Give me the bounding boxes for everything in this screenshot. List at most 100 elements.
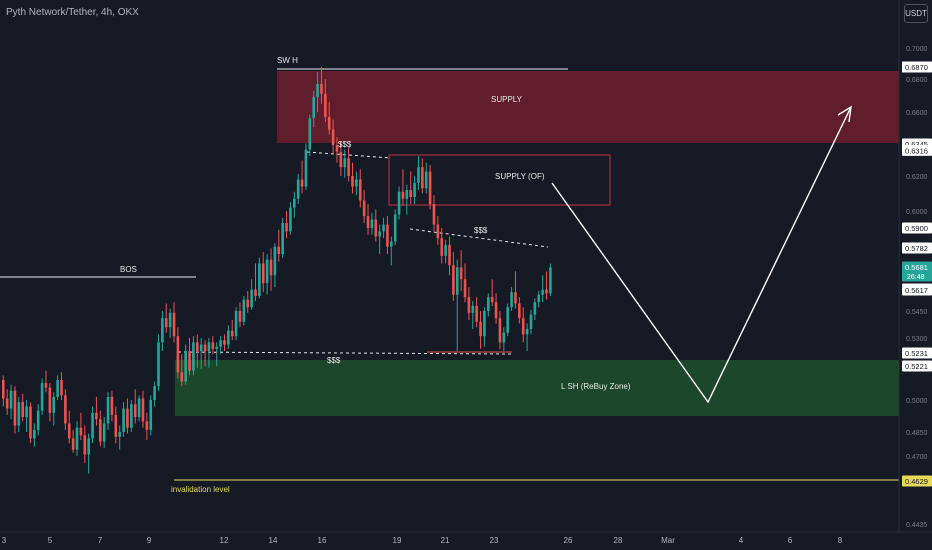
candle	[351, 162, 354, 194]
candle-body	[87, 438, 90, 455]
candle-body	[545, 289, 548, 294]
candle	[327, 102, 331, 135]
candle	[161, 311, 164, 352]
candle	[390, 236, 393, 266]
candle-body	[17, 402, 21, 426]
candle	[405, 184, 409, 215]
candle	[397, 186, 401, 220]
candle	[153, 381, 156, 407]
candle	[316, 72, 319, 112]
candle-body	[335, 145, 339, 152]
candle-body	[378, 231, 381, 237]
time-axis[interactable]: 3 5 7 9 12 14 16 19 21 23 26 28 Mar 4 6 8	[2, 536, 843, 545]
candle	[44, 370, 48, 393]
price-badge-bg	[902, 222, 932, 234]
price-badge: 0.6870	[902, 61, 932, 73]
candle-body	[296, 179, 300, 199]
candle	[17, 396, 21, 432]
candle	[521, 307, 525, 343]
candles-layer	[2, 67, 552, 474]
candle	[13, 386, 17, 434]
candle	[184, 344, 187, 385]
candle-body	[483, 311, 486, 337]
candle	[126, 398, 129, 434]
rebuy-zone[interactable]	[175, 360, 899, 416]
candle	[269, 248, 273, 291]
price-badge-value: 0.5221	[905, 362, 928, 371]
candle	[444, 239, 447, 264]
candle-body	[126, 408, 129, 428]
candle	[355, 171, 358, 196]
candle	[172, 302, 176, 343]
candle	[223, 334, 226, 352]
candle-body	[71, 438, 75, 450]
candle	[64, 389, 67, 430]
candle	[25, 400, 28, 432]
candle	[525, 323, 529, 352]
candle-body	[261, 263, 265, 284]
supply-of-label: SUPPLY (OF)	[495, 172, 545, 181]
candle-body	[48, 387, 52, 413]
candle-body	[432, 204, 436, 225]
candle-body	[549, 267, 552, 294]
candle-body	[157, 342, 160, 387]
candle-body	[29, 406, 32, 439]
candle	[421, 158, 424, 194]
currency-button[interactable]: USDT	[904, 4, 928, 23]
price-badge: 0.4629	[902, 475, 932, 487]
candle	[541, 275, 544, 303]
candle-body	[417, 167, 420, 183]
candle	[549, 263, 552, 296]
time-tick-label: 19	[393, 536, 402, 545]
candle-body	[188, 351, 191, 371]
candle-body	[75, 427, 79, 450]
liquidity-label-top-2: $$$	[474, 226, 488, 235]
supply-of-zone[interactable]	[388, 154, 611, 206]
candle	[432, 195, 436, 232]
candle	[21, 393, 24, 422]
candle	[502, 327, 506, 352]
liquidity-bottom-line[interactable]	[177, 351, 513, 355]
price-badge-bg	[902, 61, 932, 73]
candle	[106, 392, 110, 430]
candle-body	[250, 289, 253, 308]
candle	[518, 297, 521, 324]
candle	[471, 300, 475, 329]
price-badge-value: 0.5617	[905, 286, 928, 295]
candle	[362, 190, 366, 223]
candle-body	[145, 421, 149, 430]
candle	[246, 290, 250, 313]
candle	[137, 395, 141, 422]
candle-body	[518, 303, 521, 319]
candle-body	[273, 246, 277, 276]
time-tick-label: 4	[739, 536, 744, 545]
candle	[417, 156, 420, 190]
candle	[293, 191, 296, 218]
time-tick-label: 8	[838, 536, 843, 545]
candle	[428, 164, 432, 210]
candle-body	[246, 299, 250, 308]
price-badge: 0.5221	[902, 360, 932, 372]
liquidity-top-line-2[interactable]	[409, 228, 549, 248]
candle-body	[366, 216, 370, 228]
price-badge: 0.5782	[902, 242, 932, 254]
candle-body	[9, 390, 13, 409]
projection-path[interactable]	[551, 106, 852, 404]
candle	[424, 162, 428, 194]
candle	[514, 271, 517, 309]
candle	[312, 90, 315, 128]
candle	[300, 160, 304, 194]
supply-zone[interactable]	[277, 71, 899, 143]
swing-high-label: SW H	[277, 56, 298, 65]
candle-body	[91, 412, 94, 439]
candle	[29, 402, 32, 444]
price-badge-countdown: 26:48	[907, 274, 925, 281]
candle-body	[172, 312, 176, 337]
candle	[141, 390, 145, 428]
price-badge-value: 0.6345	[905, 140, 928, 149]
candle-body	[362, 200, 366, 217]
candle	[440, 228, 444, 264]
candle-body	[168, 312, 172, 328]
price-badge-value: 0.5231	[905, 349, 928, 358]
